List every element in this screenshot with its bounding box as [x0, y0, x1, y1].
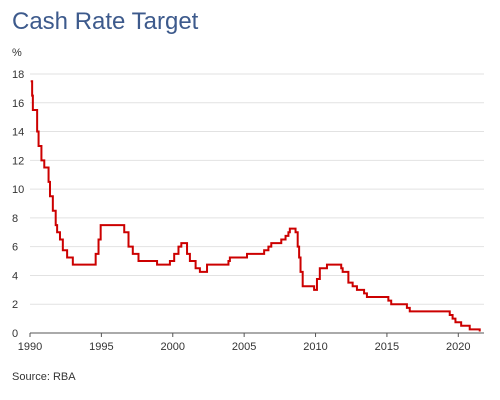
x-tick-label: 1995	[89, 341, 113, 353]
axis-layer: 0 2 4 6 8 10 12 14 16 18 1990 1995 2000 2005 2010 2015 2…	[12, 69, 484, 353]
y-tick-label: 18	[12, 69, 24, 81]
x-tick-label: 2005	[232, 341, 256, 353]
y-tick-label: 0	[12, 328, 18, 340]
y-axis-unit-label: %	[12, 47, 22, 59]
y-tick-label: 8	[12, 213, 18, 225]
cash-rate-series-line	[30, 80, 481, 332]
x-tick-label: 1990	[18, 341, 42, 353]
x-tick-label: 2010	[303, 341, 327, 353]
x-tick-label: 2000	[161, 341, 185, 353]
y-tick-label: 2	[12, 299, 18, 311]
series-layer	[30, 80, 481, 332]
source-note: Source: RBA	[12, 371, 76, 383]
chart-title: Cash Rate Target	[12, 8, 199, 35]
y-tick-label: 6	[12, 242, 18, 254]
y-tick-label: 10	[12, 184, 24, 196]
y-tick-label: 12	[12, 155, 24, 167]
y-tick-label: 4	[12, 270, 18, 282]
y-tick-label: 16	[12, 98, 24, 110]
x-tick-label: 2020	[446, 341, 470, 353]
y-tick-label: 14	[12, 127, 24, 139]
grid-layer	[30, 73, 484, 334]
x-tick-label: 2015	[375, 341, 399, 353]
